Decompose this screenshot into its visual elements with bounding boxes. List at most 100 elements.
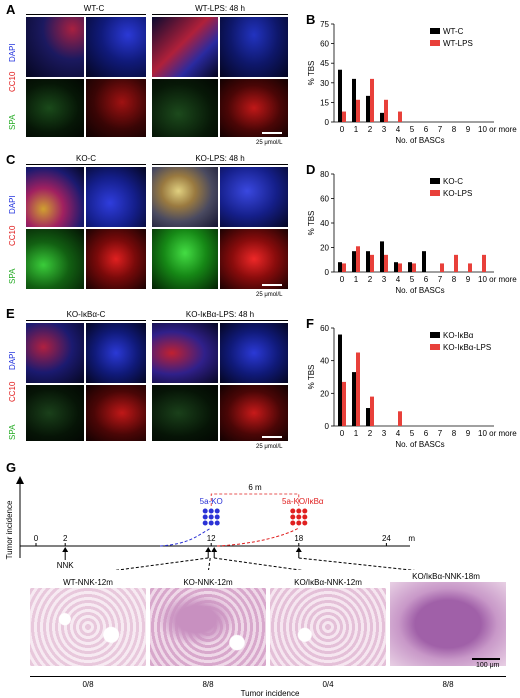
bar [398, 411, 402, 426]
panel-label-c: C [6, 152, 16, 167]
stain-label-group: SPA [8, 425, 17, 440]
micrograph-dapi-wt-lps [220, 17, 288, 77]
panel-label-e: E [6, 306, 15, 321]
incidence-value: 0/8 [82, 680, 94, 689]
micrograph-spa-wt-c [26, 79, 84, 137]
stain-label-group: DAPI [8, 43, 17, 62]
legend-swatch [430, 190, 440, 196]
y-tick-label: 0 [325, 118, 330, 127]
spa-label: SPA [8, 114, 17, 130]
micrograph-merge-wt-lps [152, 17, 218, 77]
bar [380, 112, 384, 122]
bar [398, 111, 402, 122]
mouse-dot-red [296, 520, 302, 526]
bar [342, 381, 346, 426]
panel-c-right-title: KO-LPS: 48 h [195, 154, 245, 163]
x-tick-label: 2 [368, 125, 373, 134]
y-tick-label: 15 [320, 98, 329, 107]
mouse-dot-blue [214, 514, 220, 520]
scale-bar [262, 436, 282, 438]
dapi-label: DAPI [8, 195, 17, 214]
title-rule [26, 320, 146, 321]
bar [394, 262, 398, 272]
micrograph-spa-ko-ikba-lps [152, 385, 218, 441]
mouse-dot-red [296, 514, 302, 520]
dapi-label: DAPI [8, 43, 17, 62]
bar [440, 263, 444, 272]
title-rule [152, 14, 288, 15]
timeline-y-label: Tumor incidence [5, 500, 14, 559]
histology-title: KO-NNK-12m [183, 578, 233, 587]
bar [398, 263, 402, 272]
arrow-icon [295, 547, 302, 552]
bar [366, 251, 370, 272]
bar [468, 263, 472, 272]
panel-e-right-title: KO-IκBα-LPS: 48 h [185, 310, 255, 319]
mouse-dot-blue [208, 520, 214, 526]
x-tick-label: 6 [424, 125, 429, 134]
bar [352, 78, 356, 122]
x-tick-label: 0 [340, 125, 345, 134]
title-rule [26, 164, 146, 165]
bar [380, 241, 384, 272]
y-axis-label: % TBS [307, 61, 316, 86]
micrograph-spa-ko-c [26, 229, 84, 289]
legend-label: KO-IκBα-LPS [443, 343, 491, 352]
timeline-unit: m [408, 534, 415, 543]
y-tick-label: 40 [320, 357, 329, 366]
x-tick-label: 8 [452, 429, 457, 438]
panel-label-d: D [306, 162, 316, 177]
stain-label-group: CC10 [8, 72, 17, 92]
mouse-dot-red [302, 520, 308, 526]
x-axis-label: No. of BASCs [395, 286, 444, 295]
x-tick-label: 0 [340, 429, 345, 438]
histology-pointer [114, 557, 209, 570]
legend-swatch [430, 178, 440, 184]
x-tick-label: 2 [368, 429, 373, 438]
y-axis-label: % TBS [307, 211, 316, 236]
bar [370, 254, 374, 272]
x-tick-label: 6 [424, 275, 429, 284]
histology-image-ko-nnk-12m [150, 588, 266, 666]
incidence-rule [30, 676, 506, 677]
bar [366, 408, 370, 426]
span-label: 6 m [248, 483, 262, 492]
x-tick-label: 5 [410, 429, 415, 438]
title-rule [152, 320, 288, 321]
bar [342, 263, 346, 272]
x-tick-label: 1 [354, 125, 359, 134]
x-tick-label: 8 [452, 125, 457, 134]
timeline-tick-label: 0 [34, 534, 39, 543]
bar [338, 69, 342, 122]
micrograph-spa-ko-ikba-c [26, 385, 84, 441]
x-tick-label: 9 [466, 429, 471, 438]
x-tick-label: 10 or more [478, 275, 517, 284]
histology-image-ko-ikba-nnk-12m [270, 588, 386, 666]
bar [356, 99, 360, 122]
legend-swatch [430, 344, 440, 350]
x-tick-label: 6 [424, 429, 429, 438]
x-tick-label: 4 [396, 275, 401, 284]
histology-strip: WT-NNK-12m KO-NNK-12m KO/IκBα-NNK-12m KO… [30, 572, 506, 674]
dapi-label: DAPI [8, 351, 17, 370]
mouse-dot-red [296, 508, 302, 514]
y-tick-label: 20 [320, 389, 329, 398]
legend-label: WT-C [443, 27, 464, 36]
x-tick-label: 10 or more [478, 429, 517, 438]
micrograph-merge-ko-lps [152, 167, 218, 227]
legend-label: KO-LPS [443, 189, 472, 198]
micrograph-spa-wt-lps [152, 79, 218, 137]
y-tick-label: 60 [320, 40, 329, 49]
x-tick-label: 7 [438, 429, 443, 438]
mouse-dot-blue [208, 508, 214, 514]
panel-e-left-title: KO-IκBα-C [66, 310, 106, 319]
micrograph-dapi-ko-ikba-lps [220, 323, 288, 383]
incidence-footer: Tumor incidence [240, 689, 300, 698]
title-rule [26, 14, 146, 15]
bar [422, 251, 426, 272]
scale-bar-label: 25 μmol/L [256, 140, 283, 146]
mouse-dot-blue [202, 514, 208, 520]
mouse-dot-red [290, 508, 296, 514]
spa-label: SPA [8, 268, 17, 284]
